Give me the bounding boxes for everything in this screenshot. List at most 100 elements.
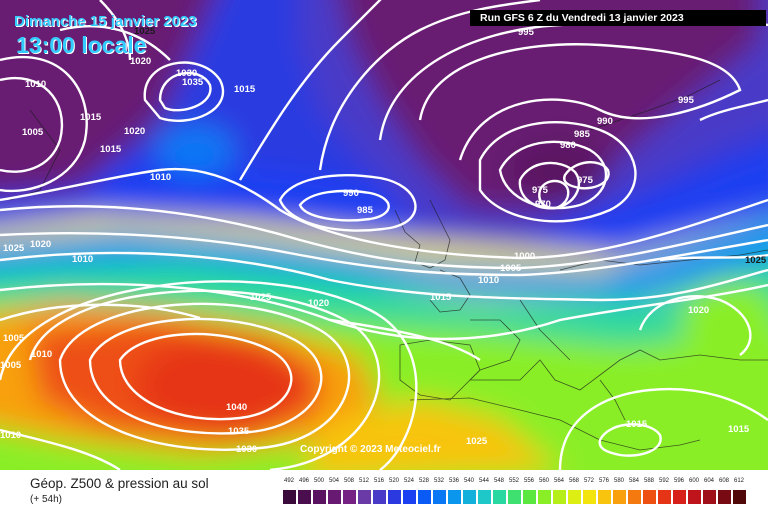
color-scale-tick-label: 500	[313, 478, 324, 484]
color-scale-tick-label: 516	[373, 478, 384, 484]
isobar-label: 1025	[250, 292, 272, 303]
isobar-label: 990	[343, 188, 359, 199]
isobar-label: 1020	[130, 56, 152, 67]
color-scale-tick-label: 536	[448, 478, 459, 484]
isobar-label: 975	[577, 175, 593, 186]
color-scale-tick-label: 564	[553, 478, 564, 484]
color-scale-tick-label: 544	[478, 478, 489, 484]
color-scale-swatch	[403, 490, 416, 504]
z500-map	[0, 0, 768, 470]
copyright-notice: Copyright © 2023 Meteociel.fr	[300, 444, 441, 455]
color-scale-tick-label: 528	[418, 478, 429, 484]
isobar-lines	[0, 0, 768, 470]
color-scale-swatch	[613, 490, 626, 504]
isobar-label: 1015	[430, 292, 452, 303]
isobar-label: 1010	[478, 275, 500, 286]
color-scale-tick-label: 508	[343, 478, 354, 484]
model-run-banner: Run GFS 6 Z du Vendredi 13 janvier 2023	[470, 10, 766, 26]
color-scale-tick-label: 532	[433, 478, 444, 484]
isobar-label: 985	[357, 205, 373, 216]
isobar-label: 1005	[0, 360, 22, 371]
color-scale-swatch	[283, 490, 296, 504]
color-scale-swatch	[523, 490, 536, 504]
isobar-label: 1025	[466, 436, 488, 447]
isobar-label: 995	[518, 27, 534, 38]
isobar-label: 1020	[308, 298, 330, 309]
color-scale-tick-label: 548	[493, 478, 504, 484]
isobar-label: 985	[574, 129, 590, 140]
color-scale-tick-label: 568	[568, 478, 579, 484]
color-scale-tick-label: 552	[508, 478, 519, 484]
isobar-label: 1015	[728, 424, 750, 435]
color-scale-tick-label: 588	[643, 478, 654, 484]
color-scale-swatch	[718, 490, 731, 504]
forecast-local-time: 13:00 locale	[16, 32, 147, 58]
isobar-label: 1015	[80, 112, 102, 123]
color-scale-swatch	[298, 490, 311, 504]
color-scale-swatch	[478, 490, 491, 504]
color-scale-tick-label: 596	[673, 478, 684, 484]
color-scale-swatch	[358, 490, 371, 504]
isobar-label: 1020	[688, 305, 710, 316]
isobar-label: 1025	[745, 255, 767, 266]
color-scale-tick-label: 492	[283, 478, 294, 484]
color-scale-tick-label: 612	[733, 478, 744, 484]
isobar-label: 1005	[22, 127, 44, 138]
color-scale-tick-label: 556	[523, 478, 534, 484]
color-scale-swatch	[538, 490, 551, 504]
color-scale-swatch	[628, 490, 641, 504]
isobar-label: 1020	[30, 239, 52, 250]
color-scale-swatch	[733, 490, 746, 504]
isobar-label: 1035	[228, 426, 250, 437]
isobar-label: 1030	[236, 444, 258, 455]
color-scale-swatch	[328, 490, 341, 504]
isobar-label: 1035	[182, 77, 204, 88]
color-scale-tick-label: 600	[688, 478, 699, 484]
isobar-label: 1015	[100, 144, 122, 155]
isobar-label: 1010	[150, 172, 172, 183]
color-scale-swatch	[643, 490, 656, 504]
isobar-label: 970	[535, 199, 551, 210]
color-scale-swatch	[343, 490, 356, 504]
color-scale-swatch	[688, 490, 701, 504]
color-scale-swatch	[598, 490, 611, 504]
color-scale-tick-label: 504	[328, 478, 339, 484]
isobar-label: 1000	[514, 251, 536, 262]
color-scale-swatch	[673, 490, 686, 504]
color-scale-tick-label: 584	[628, 478, 639, 484]
color-scale-tick-label: 520	[388, 478, 399, 484]
isobar-label: 1010	[0, 430, 22, 441]
color-scale-swatch	[553, 490, 566, 504]
color-scale-tick-label: 572	[583, 478, 594, 484]
lead-time: (+ 54h)	[30, 494, 62, 505]
color-scale-tick-label: 592	[658, 478, 669, 484]
isobar-label: 1025	[3, 243, 25, 254]
color-scale-swatch	[418, 490, 431, 504]
color-scale-tick-label: 608	[718, 478, 729, 484]
color-scale-swatch	[448, 490, 461, 504]
color-scale-swatch	[388, 490, 401, 504]
isobar-label: 1005	[500, 263, 522, 274]
isobar-label: 1030	[176, 68, 198, 79]
color-scale-swatch	[583, 490, 596, 504]
isobar-label: 995	[678, 95, 694, 106]
color-scale-swatch	[508, 490, 521, 504]
color-scale-tick-label: 560	[538, 478, 549, 484]
isobar-label: 1015	[626, 419, 648, 430]
color-scale-tick-label: 540	[463, 478, 474, 484]
color-scale-swatch	[433, 490, 446, 504]
isobar-label: 1020	[124, 126, 146, 137]
isobar-label: 1010	[72, 254, 94, 265]
color-scale-tick-label: 524	[403, 478, 414, 484]
isobar-label: 1040	[226, 402, 248, 413]
isobar-label: 980	[560, 140, 576, 151]
color-scale-tick-label: 580	[613, 478, 624, 484]
color-scale-swatch	[568, 490, 581, 504]
forecast-date: Dimanche 15 janvier 2023	[14, 13, 197, 30]
isobar-label: 1025	[134, 26, 156, 37]
color-scale-swatch	[493, 490, 506, 504]
isobar-label: 1010	[31, 349, 53, 360]
color-scale-tick-label: 512	[358, 478, 369, 484]
color-scale-tick-label: 496	[298, 478, 309, 484]
